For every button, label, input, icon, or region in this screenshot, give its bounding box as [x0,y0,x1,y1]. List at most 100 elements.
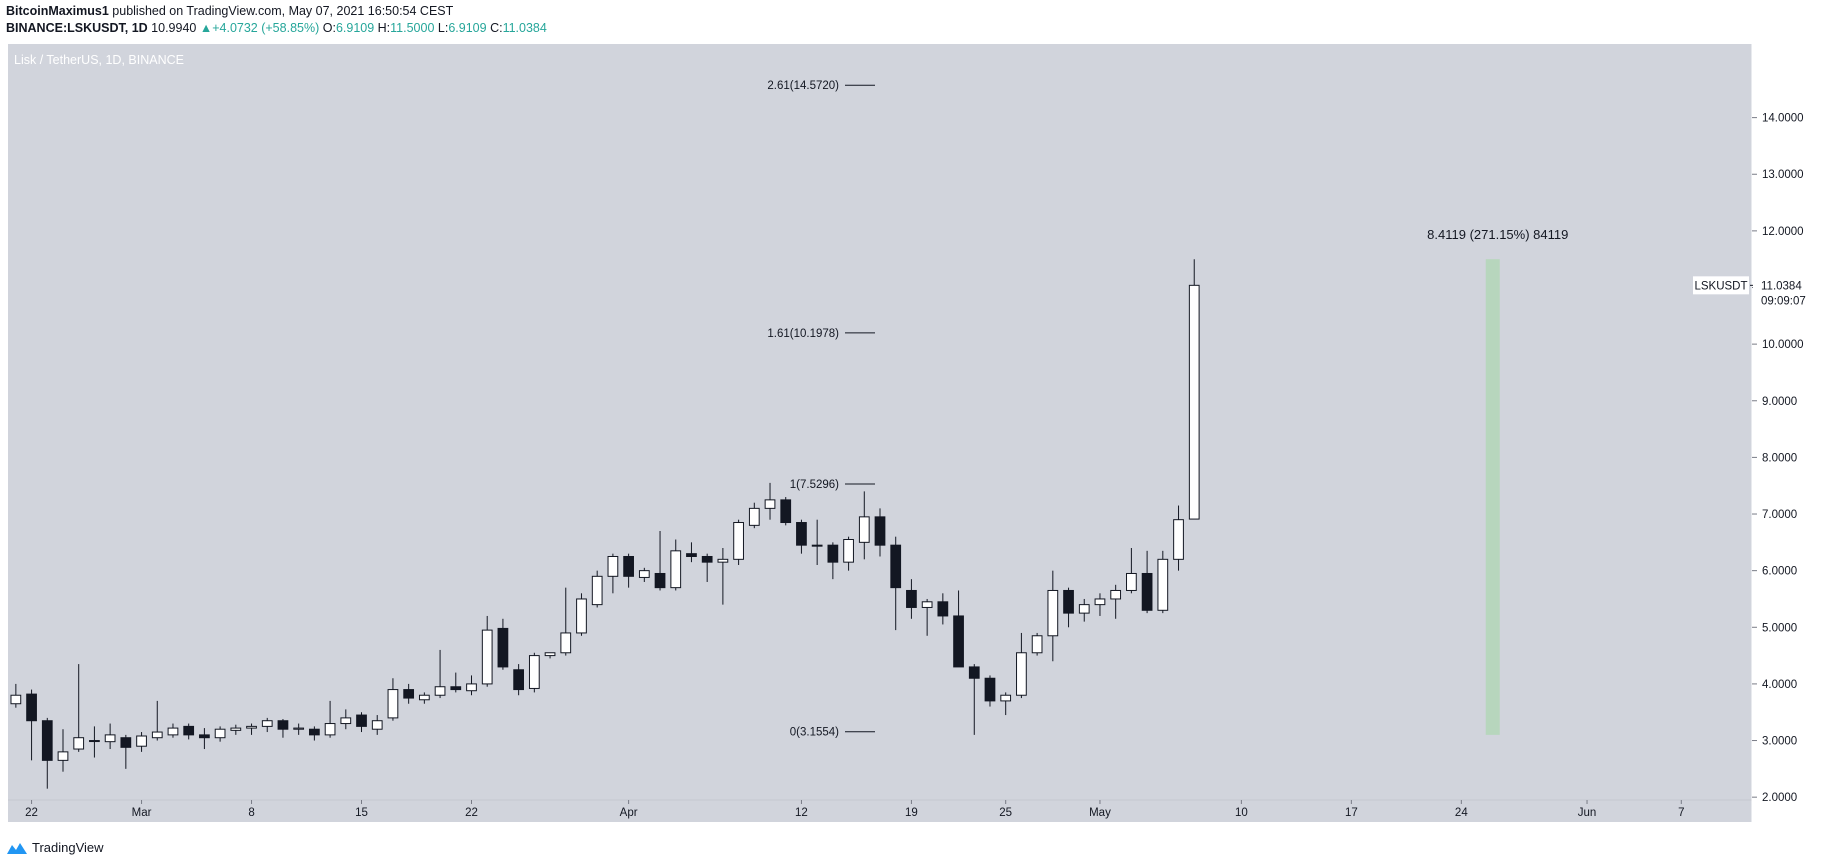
x-tick-label: 24 [1455,807,1468,819]
candle-body [890,544,902,589]
candle-body [57,751,69,761]
candle [89,726,100,758]
candle [1078,598,1090,622]
footer-brand[interactable]: TradingView [6,840,104,855]
symbol-name[interactable]: BINANCE:LSKUSDT, 1D [6,21,148,35]
x-tick-label: 15 [355,807,368,819]
candles [10,259,1200,789]
candle-body [1078,604,1090,614]
y-unit-label: 1 USDT [1760,53,1803,67]
low-label: L: [437,21,449,35]
candle-body [1110,589,1122,600]
symbol-info: BINANCE:LSKUSDT, 1D 10.9940 ▲+4.0732 (+5… [6,21,547,35]
candle-body [780,499,792,524]
x-tick-label: 7 [1678,807,1684,819]
x-tick-label: 10 [1235,807,1248,819]
fib-label: 1(7.5296) [790,479,839,491]
candle-body [89,740,100,743]
candle [528,652,540,693]
open-label: O: [322,21,336,35]
candle-body [104,734,116,743]
candle-body [340,717,352,725]
candle-body [733,522,744,560]
candle-body [324,723,336,736]
candle-body [1031,635,1043,654]
candle [371,715,383,735]
candle [591,570,603,608]
x-tick-label: 22 [25,807,38,819]
candle-body [1000,694,1012,702]
y-tick-label: 9.0000 [1762,396,1797,408]
candle-body [1063,589,1074,614]
close-value: 11.0384 [502,21,547,35]
candle [513,664,525,696]
x-tick-label: 25 [999,807,1012,819]
candle-body [921,601,933,608]
candle-body [1157,558,1169,611]
author-name[interactable]: BitcoinMaximus1 [6,4,109,18]
x-tick-label: Apr [620,807,638,819]
candle-body [183,725,195,736]
candle [497,618,509,670]
candle [183,723,195,740]
candle [1063,587,1074,628]
candle-body [874,516,886,546]
candle [199,728,210,750]
price-symbol: LSKUSDT [1694,280,1747,292]
candle-body [199,734,210,739]
candle [811,519,823,565]
candle [1126,548,1137,594]
candle [466,675,477,696]
y-tick-label: 3.0000 [1762,736,1797,748]
candle [324,700,336,738]
candle [733,519,744,565]
price-value: 11.0384 [1761,280,1802,292]
candle [356,712,367,733]
candle [1094,593,1106,616]
candle-body [466,683,477,692]
candle [874,508,886,557]
price-label: LSKUSDT 11.0384 09:09:07 [1693,276,1815,309]
candle-body [1188,284,1200,520]
candle [450,672,462,693]
candle-body [73,737,85,750]
candle [293,723,305,735]
tradingview-logo-icon [7,842,27,854]
candle [686,542,697,563]
candle [418,692,430,704]
candle-body [277,720,289,730]
open-value: 6.9109 [335,21,375,35]
candle-body [764,499,776,509]
candle [843,536,854,571]
candle [796,519,807,554]
candle-body [843,539,854,563]
candle [246,723,257,735]
candle-body [528,655,540,689]
price-change: +4.0732 (+58.85%) [212,21,320,35]
candle-body [450,686,462,691]
candle [544,652,556,659]
y-tick-label: 14.0000 [1762,113,1804,125]
candle-body [230,727,242,731]
published-text: published on TradingView.com, May 07, 20… [112,4,454,18]
x-tick-label: 22 [465,807,478,819]
x-tick-label: 19 [905,807,918,819]
candle-body [26,693,37,722]
candle-body [670,550,682,589]
candle [230,724,242,735]
candle [623,553,634,588]
candle [858,491,870,560]
candle [890,536,902,631]
candle-body [513,669,525,691]
price-symbol-box [1693,276,1749,295]
candle-body [151,731,163,739]
price-countdown: 09:09:07 [1761,295,1806,307]
candle [780,497,792,526]
y-tick-label: 12.0000 [1762,226,1804,238]
candle [340,709,352,730]
candle [1141,550,1153,614]
y-axis-ticks: 2.0000 3.0000 4.0000 5.0000 6.0000 7.0000 8.00… [1752,113,1804,804]
x-tick-label: 17 [1345,807,1358,819]
candle [937,593,949,625]
